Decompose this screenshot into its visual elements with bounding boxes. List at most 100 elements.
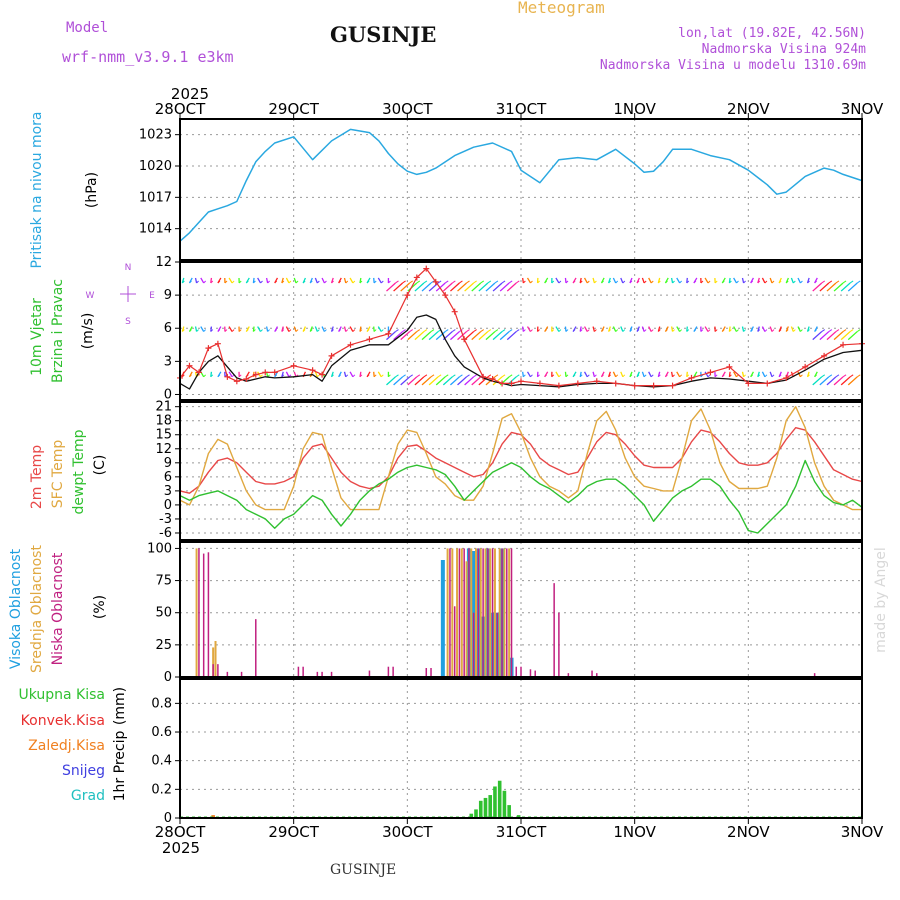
y-tick-label: 1023 — [139, 128, 172, 143]
y-tick-label: 1014 — [139, 222, 172, 237]
wind-barb — [231, 280, 235, 284]
wind-barb — [386, 282, 396, 292]
wind-barb — [686, 329, 690, 332]
wind-barb — [260, 280, 263, 284]
low-cloud-bar — [520, 666, 522, 677]
wind-barb — [555, 277, 560, 284]
wind-barb — [849, 329, 854, 332]
wind-barb — [395, 374, 399, 378]
wind-barb — [828, 280, 833, 284]
wind-barb — [679, 374, 683, 378]
wind-gust-marker — [707, 369, 714, 376]
wind-barb — [750, 374, 754, 378]
wind-barb — [210, 371, 213, 377]
wind-barb — [414, 331, 425, 341]
wind-barb — [800, 329, 803, 332]
wind-barb — [615, 329, 619, 332]
wind-barb — [442, 282, 453, 292]
wind-barb — [345, 280, 349, 284]
mid-cloud-bar — [508, 548, 511, 677]
wind-barb — [377, 326, 382, 332]
wind-barb — [707, 329, 711, 332]
wind-barb — [819, 376, 830, 386]
wind-barb — [693, 280, 697, 284]
wind-barb — [800, 280, 803, 284]
precip-total-bar — [493, 786, 497, 818]
y-tick-label: 9 — [164, 456, 172, 471]
wind-barb — [544, 374, 548, 378]
wind-barb — [676, 277, 681, 284]
wind-barb — [643, 329, 647, 332]
wind-barb — [771, 374, 775, 378]
wind-barb — [828, 374, 833, 378]
wind-barb — [285, 371, 290, 378]
x-tick-label-bottom: 2NOV — [727, 823, 770, 841]
wind-gust-marker — [347, 341, 354, 348]
wind-barb — [700, 280, 704, 284]
wind-barb — [812, 376, 823, 386]
wind-barb — [338, 329, 342, 332]
wind-barb — [704, 371, 709, 378]
wind-barb — [393, 331, 404, 341]
wind-barb — [612, 371, 617, 378]
y-tick-label: 12 — [155, 255, 172, 270]
precip-total-bar — [502, 790, 507, 818]
wind-axis-title2: Brzina i Pravac — [50, 279, 66, 383]
wind-barb — [400, 331, 411, 341]
wind-barb — [620, 326, 624, 332]
wind-barb — [260, 374, 263, 378]
wind-barb — [814, 374, 817, 378]
precip-legend-item: Ukupna Kisa — [18, 687, 105, 703]
wind-barb — [194, 326, 198, 332]
wind-barb — [331, 280, 334, 284]
wind-barb — [743, 329, 746, 332]
wind-barb — [466, 280, 470, 284]
mid-cloud-bar — [489, 548, 492, 677]
coordinates-label: lon,lat (19.82E, 42.56N) — [678, 26, 866, 41]
wind-barb — [414, 376, 425, 386]
y-tick-label: 1020 — [139, 159, 172, 174]
wind-barb — [778, 280, 782, 284]
wind-barb — [409, 374, 413, 378]
wind-barb — [478, 282, 489, 292]
wind-barb — [620, 371, 624, 378]
low-cloud-bar — [202, 553, 205, 677]
wind-barb — [352, 374, 356, 378]
wind-barb — [729, 374, 732, 378]
wind-barb — [714, 329, 718, 332]
pressure-axis-unit: (hPa) — [84, 172, 100, 208]
year-label-bottom: 2025 — [162, 839, 200, 857]
x-tick-label-top: 2NOV — [727, 100, 770, 118]
wind-barb — [494, 329, 499, 332]
wind-barb — [494, 280, 499, 284]
wind-barb — [295, 280, 299, 284]
wind-gust-marker — [290, 362, 297, 369]
wind-gust-marker — [518, 378, 524, 385]
wind-barb — [842, 329, 847, 332]
low-cloud-bar — [463, 548, 465, 677]
wind-barb — [267, 329, 270, 332]
wind-barb — [544, 329, 548, 332]
wind-barb — [182, 280, 185, 284]
wind-barb — [388, 374, 391, 378]
wind-barb — [373, 329, 377, 332]
wind-barb — [704, 277, 709, 284]
wind-barb — [856, 280, 861, 284]
compass-letter-w: W — [86, 291, 95, 301]
low-cloud-bar — [449, 548, 451, 677]
wind-barb — [395, 329, 399, 332]
wind-barb — [828, 329, 833, 332]
dewpt-axis-title: dewpt Temp — [71, 429, 87, 514]
low-cloud-bar — [472, 612, 475, 677]
wind-barb — [733, 326, 738, 332]
mid-cloud-bar — [460, 548, 463, 677]
wind-barb — [565, 374, 569, 378]
y-tick-label: 0 — [164, 811, 172, 826]
wind-barb — [295, 329, 299, 332]
wind-barb — [416, 329, 421, 332]
wind-barb — [457, 331, 467, 341]
mid-cloud-bar — [195, 548, 198, 677]
x-tick-label-top: 31OCT — [496, 100, 547, 118]
wind-barb — [238, 374, 242, 378]
wind-gust-marker — [423, 265, 430, 272]
